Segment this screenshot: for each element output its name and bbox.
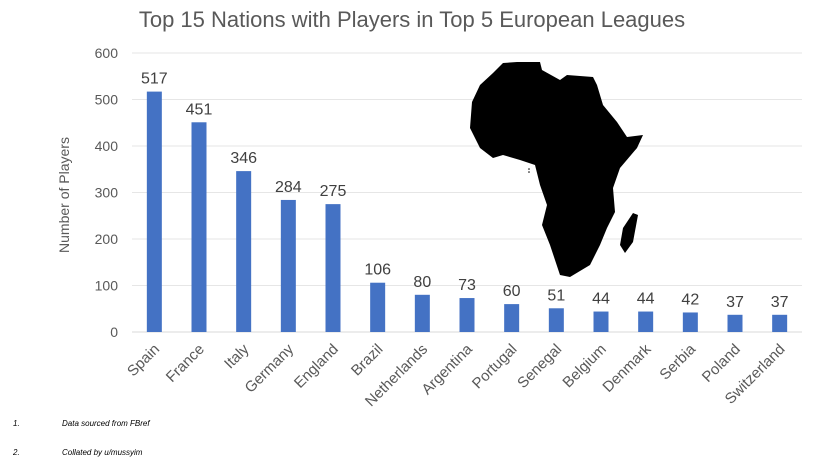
data-label: 44: [592, 291, 610, 308]
data-label: 80: [413, 274, 431, 291]
x-tick-label: Senegal: [514, 341, 565, 392]
y-tick-label: 200: [95, 231, 119, 247]
x-tick-label: Portugal: [469, 341, 521, 393]
data-label: 60: [503, 283, 521, 300]
x-tick-label: Denmark: [599, 340, 654, 395]
data-label: 275: [320, 183, 347, 200]
x-tick-label: Brazil: [348, 341, 387, 380]
bar-poland: [727, 314, 743, 332]
x-tick-label: England: [291, 341, 342, 392]
bar-england: [325, 204, 341, 332]
bar-italy: [236, 171, 252, 332]
bar-france: [191, 122, 207, 332]
data-label: 517: [141, 71, 168, 88]
bar-brazil: [370, 282, 386, 332]
bar-spain: [146, 91, 162, 332]
y-tick-label: 500: [95, 92, 119, 108]
footnote-number: 1.: [13, 419, 20, 428]
data-label: 37: [771, 294, 789, 311]
data-label: 73: [458, 277, 476, 294]
footnote-text: Data sourced from FBref: [62, 419, 150, 428]
bar-germany: [280, 199, 296, 332]
data-label: 346: [230, 150, 257, 167]
island-dot: [528, 171, 530, 173]
bar-belgium: [593, 311, 609, 332]
data-label: 451: [186, 101, 213, 118]
footnote-2: 2. Collated by u/mussyim: [12, 448, 143, 457]
africa-silhouette: [470, 62, 643, 277]
x-tick-label: Spain: [124, 341, 163, 380]
chart-title: Top 15 Nations with Players in Top 5 Eur…: [139, 7, 685, 32]
bar-denmark: [638, 311, 654, 332]
data-label: 51: [547, 287, 565, 304]
y-tick-label: 100: [95, 278, 119, 294]
island-dot: [528, 168, 530, 170]
bar-argentina: [459, 298, 475, 332]
y-axis-label: Number of Players: [56, 137, 72, 253]
bar-serbia: [682, 312, 698, 332]
footnote-text: Collated by u/mussyim: [62, 448, 143, 457]
data-label: 42: [681, 291, 699, 308]
data-label: 284: [275, 179, 302, 196]
y-tick-label: 400: [95, 138, 119, 154]
bar-netherlands: [414, 294, 430, 332]
x-tick-label: Italy: [221, 340, 253, 372]
x-tick-label: Germany: [242, 340, 298, 396]
y-tick-label: 600: [95, 45, 119, 61]
y-tick-label: 0: [110, 324, 118, 340]
data-label: 44: [637, 291, 655, 308]
x-tick-label: Serbia: [656, 340, 699, 383]
bar-portugal: [504, 304, 520, 332]
bar-switzerland: [772, 314, 788, 332]
footnote-number: 2.: [12, 448, 20, 457]
data-label: 37: [726, 294, 744, 311]
bar-senegal: [548, 308, 564, 332]
x-tick-label: France: [163, 341, 208, 386]
y-tick-label: 300: [95, 185, 119, 201]
data-label: 106: [364, 262, 391, 279]
footnote-1: 1. Data sourced from FBref: [13, 419, 150, 428]
